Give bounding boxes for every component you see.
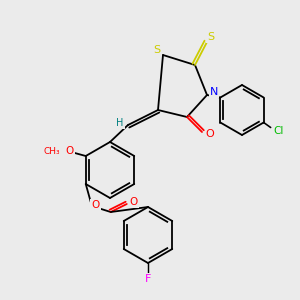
Text: O: O [92, 200, 100, 210]
Text: S: S [207, 32, 214, 42]
Text: S: S [153, 45, 161, 55]
Text: CH₃: CH₃ [44, 146, 60, 155]
Text: O: O [206, 129, 214, 139]
Text: F: F [145, 274, 151, 284]
Text: O: O [130, 197, 138, 207]
Text: N: N [210, 87, 218, 97]
Text: H: H [116, 118, 124, 128]
Text: O: O [66, 146, 74, 156]
Text: Cl: Cl [274, 125, 284, 136]
